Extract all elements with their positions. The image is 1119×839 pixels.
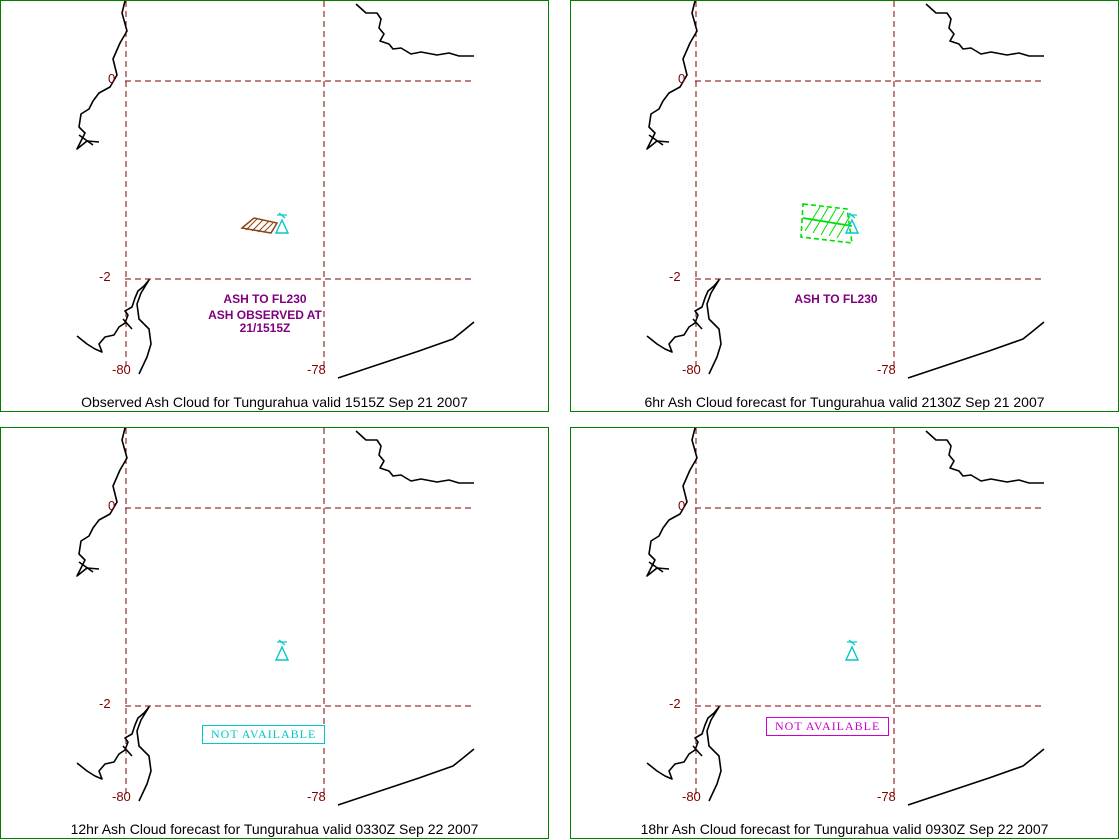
- coastline: [925, 430, 1044, 484]
- volcano-icon: [844, 212, 860, 234]
- lat-label-top: 0: [108, 71, 116, 86]
- coastline: [76, 1, 128, 150]
- not-available-label: NOT AVAILABLE: [766, 717, 890, 736]
- lat-label-bottom: -2: [669, 269, 681, 284]
- lon-label-right: -78: [877, 362, 896, 377]
- ash-cloud-observed: [240, 217, 279, 234]
- panel-caption: Observed Ash Cloud for Tungurahua valid …: [81, 394, 468, 410]
- lat-label-top: 0: [108, 498, 116, 513]
- coastline: [648, 561, 664, 573]
- lat-label-bottom: -2: [99, 269, 111, 284]
- ash-cloud-axis: [802, 217, 853, 227]
- coastline: [355, 3, 474, 57]
- not-available-label: NOT AVAILABLE: [202, 725, 326, 744]
- ash-cloud-hatch: [836, 215, 851, 239]
- volcano-icon: [844, 639, 860, 661]
- map-canvas: [76, 428, 475, 806]
- coastline: [925, 3, 1044, 57]
- lon-label-right: -78: [307, 789, 326, 804]
- panel-caption: 18hr Ash Cloud forecast for Tungurahua v…: [640, 821, 1049, 837]
- ash-note-line: 21/1515Z: [239, 321, 291, 335]
- panel-caption: 6hr Ash Cloud forecast for Tungurahua va…: [644, 394, 1045, 410]
- coastline: [646, 1, 698, 150]
- coastline: [76, 428, 128, 577]
- coastline: [78, 134, 94, 146]
- map-canvas: [76, 1, 475, 379]
- map-canvas: [646, 428, 1045, 806]
- ash-cloud-hatch: [804, 206, 821, 232]
- lon-label-left: -80: [112, 362, 131, 377]
- volcano-cone: [274, 645, 290, 661]
- lat-label-bottom: -2: [669, 696, 681, 711]
- coastline: [122, 318, 133, 330]
- volcano-icon: [274, 212, 290, 234]
- lon-label-left: -80: [682, 362, 701, 377]
- lon-label-left: -80: [682, 789, 701, 804]
- coastline: [355, 430, 474, 484]
- coastline: [907, 321, 1045, 379]
- ash-note-line: ASH OBSERVED AT: [208, 308, 322, 322]
- ash-note: ASH TO FL230 ASH OBSERVED AT 21/1515Z: [201, 293, 329, 335]
- volcano-cone: [844, 645, 860, 661]
- coastline: [692, 745, 703, 757]
- lon-label-right: -78: [877, 789, 896, 804]
- ash-note-line: ASH TO FL230: [223, 292, 307, 306]
- coastline: [337, 748, 475, 806]
- coastline: [122, 745, 133, 757]
- coastline: [76, 279, 152, 375]
- coastline: [692, 318, 703, 330]
- volcano-plume: [278, 639, 286, 646]
- coastline: [78, 561, 94, 573]
- lon-label-left: -80: [112, 789, 131, 804]
- coastline: [646, 428, 698, 577]
- lat-label-top: 0: [678, 71, 686, 86]
- ash-note-line: ASH TO FL230: [794, 292, 878, 306]
- volcano-plume: [278, 212, 286, 219]
- panel-caption: 12hr Ash Cloud forecast for Tungurahua v…: [70, 821, 479, 837]
- lon-label-right: -78: [307, 362, 326, 377]
- ash-note: ASH TO FL230: [771, 293, 901, 306]
- coastline: [648, 134, 664, 146]
- panel-observed: 0 -2 -80 -78 ASH TO FL230 ASH OBSERVED A…: [0, 0, 549, 412]
- volcano-cone: [844, 218, 860, 234]
- panel-12hr-forecast: 0 -2 -80 -78 NOT AVAILABLE 12hr Ash Clou…: [0, 427, 549, 839]
- ash-cloud-hatch: [263, 222, 274, 233]
- coastline: [337, 321, 475, 379]
- coastline: [646, 279, 722, 375]
- ash-cloud-hatch: [820, 208, 837, 236]
- panel-18hr-forecast: 0 -2 -80 -78 NOT AVAILABLE 18hr Ash Clou…: [570, 427, 1119, 839]
- lat-label-top: 0: [678, 498, 686, 513]
- map-canvas: [646, 1, 1045, 379]
- volcano-plume: [848, 639, 856, 646]
- coastline: [907, 748, 1045, 806]
- panel-6hr-forecast: 0 -2 -80 -78 ASH TO FL230 6hr Ash Cloud …: [570, 0, 1119, 412]
- ash-cloud-hatch: [257, 220, 270, 233]
- ash-cloud-hatch: [245, 218, 258, 231]
- ash-cloud-hatch: [251, 219, 264, 232]
- volcano-icon: [274, 639, 290, 661]
- volcano-cone: [274, 218, 290, 234]
- volcano-plume: [848, 212, 856, 219]
- ash-cloud-hatch: [828, 210, 845, 237]
- ash-cloud-hatch: [812, 207, 829, 234]
- coastline: [646, 706, 722, 802]
- coastline: [76, 706, 152, 802]
- lat-label-bottom: -2: [99, 696, 111, 711]
